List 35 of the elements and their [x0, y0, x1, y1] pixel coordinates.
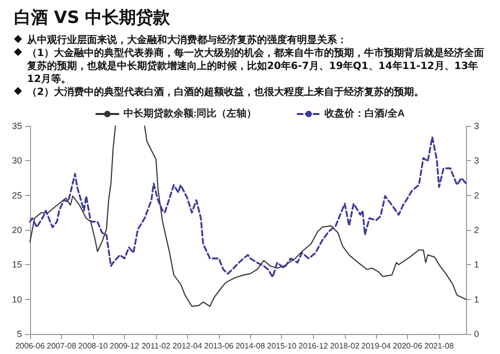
y2-tick-label: 1	[474, 294, 480, 304]
y-tick-label: 20	[12, 225, 22, 235]
chart-title: 白酒 VS 中长期贷款	[14, 7, 170, 29]
y-tick-label: 35	[12, 121, 22, 131]
y2-tick-label: 3	[474, 156, 480, 166]
x-tick-label: 2006-06	[15, 342, 46, 350]
x-tick-label: 2007-08	[46, 342, 77, 350]
y2-tick-label: 0	[474, 329, 480, 339]
y-tick-label: 5	[16, 329, 22, 339]
x-tick-label: 2014-08	[236, 342, 266, 350]
x-tick-label: 2021-08	[424, 342, 454, 350]
legend-label: 收盘价：白酒/全A	[324, 108, 405, 120]
line-series	[29, 136, 467, 278]
x-tick-label: 2009-12	[110, 342, 140, 350]
x-tick-label: 2019-04	[361, 342, 392, 350]
y-tick-label: 30	[12, 156, 22, 166]
text: （2）大消费中的典型代表白酒，白酒的超额收益，也很大程度上来自于经济复苏的预期。	[26, 86, 425, 99]
x-tick-label: 2013-06	[204, 342, 234, 350]
y-tick-label: 25	[12, 190, 22, 200]
x-tick-label: 2018-02	[330, 342, 360, 350]
x-tick-label: 2020-06	[392, 342, 423, 350]
y2-tick-label: 2	[474, 225, 480, 235]
x-tick-label: 2015-10	[267, 342, 297, 350]
legend-label: 中长期贷款余额:同比（左轴）	[123, 108, 257, 120]
text: 从中观行业层面来说，大金融和大消费都与经济复苏的强度有明显关系：	[26, 34, 348, 47]
y2-tick-label: 3	[474, 121, 480, 131]
y-tick-label: 15	[12, 260, 22, 270]
y2-tick-label: 1	[474, 260, 480, 270]
x-tick-label: 2008-10	[78, 342, 108, 350]
x-tick-label: 2012-04	[172, 342, 203, 350]
y2-tick-label: 2	[474, 190, 480, 200]
x-tick-label: 2011-02	[142, 342, 171, 350]
x-tick-label: 2016-12	[298, 342, 328, 350]
text: （1）大金融中的典型代表券商，每一次大级别的机会，都来自牛市的预期，牛市预期背后就是经济全面复苏的预期，也就是中长期贷款增速向上的时候，比如20年6-7月、19年Q1、14年11-12月、13年12月等。	[26, 47, 485, 86]
y-tick-label: 10	[12, 294, 22, 304]
